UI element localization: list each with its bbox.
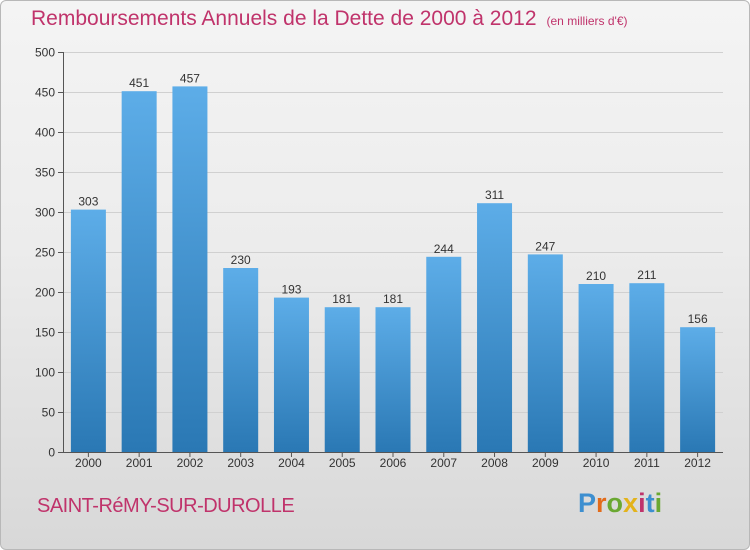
proxiti-logo[interactable]: Proxiti — [578, 488, 662, 519]
title-row: Remboursements Annuels de la Dette de 20… — [31, 7, 628, 31]
data-label: 181 — [332, 292, 352, 306]
data-label: 210 — [586, 269, 606, 283]
data-label: 230 — [231, 253, 251, 267]
data-label: 451 — [129, 76, 149, 90]
bars — [70, 86, 716, 453]
bar-2006[interactable] — [375, 307, 411, 452]
x-tick-label: 2012 — [684, 456, 711, 470]
data-label: 211 — [637, 268, 656, 282]
chart-title: Remboursements Annuels de la Dette de 20… — [31, 7, 537, 30]
bar-2001[interactable] — [121, 91, 157, 452]
y-tick-label: 500 — [35, 46, 55, 60]
x-tick-label: 2010 — [583, 456, 610, 470]
bar-2012[interactable] — [680, 327, 716, 452]
y-tick-label: 200 — [35, 286, 55, 300]
y-tick-label: 50 — [42, 406, 56, 420]
x-tick-label: 2008 — [481, 456, 508, 470]
y-tick-label: 250 — [35, 246, 55, 260]
logo-letter: o — [606, 488, 624, 518]
bar-2011[interactable] — [629, 283, 665, 452]
logo-letter: P — [578, 488, 597, 518]
axes: 0 50 100 150 200 250 300 350 400 450 500 2000 2001 20… — [35, 46, 723, 470]
x-tick-label: 2003 — [227, 456, 254, 470]
x-tick-label: 2002 — [177, 456, 204, 470]
bar-2005[interactable] — [324, 307, 360, 452]
data-label: 181 — [383, 292, 403, 306]
x-tick-label: 2000 — [75, 456, 102, 470]
x-tick-label: 2001 — [126, 456, 153, 470]
bar-2000[interactable] — [70, 209, 106, 452]
data-label: 244 — [434, 242, 454, 256]
x-tick-label: 2009 — [532, 456, 559, 470]
bar-2007[interactable] — [426, 256, 462, 452]
bar-2010[interactable] — [578, 284, 614, 452]
city-name: SAINT-RéMY-SUR-DUROLLE — [37, 495, 295, 517]
chart-subtitle: (en milliers d'€) — [546, 14, 628, 28]
logo-letter: i — [638, 488, 646, 518]
y-tick-label: 100 — [35, 366, 55, 380]
data-label: 156 — [688, 312, 708, 326]
logo-letter: r — [596, 488, 607, 518]
logo-letter: t — [645, 488, 655, 518]
data-label: 311 — [485, 188, 504, 202]
bar-2009[interactable] — [527, 254, 563, 452]
y-tick-label: 300 — [35, 206, 55, 220]
bar-2002[interactable] — [172, 86, 208, 453]
y-tick-label: 400 — [35, 126, 55, 140]
y-tick-label: 150 — [35, 326, 55, 340]
logo-letter: i — [654, 488, 663, 518]
data-label: 247 — [535, 239, 555, 253]
logo-letter: x — [623, 488, 639, 518]
bar-2008[interactable] — [477, 203, 513, 452]
bar-2004[interactable] — [273, 297, 309, 452]
y-tick-label: 0 — [48, 446, 55, 460]
y-tick-label: 350 — [35, 166, 55, 180]
data-label: 193 — [281, 283, 301, 297]
x-tick-label: 2005 — [329, 456, 356, 470]
x-tick-label: 2011 — [634, 456, 660, 470]
bar-2003[interactable] — [223, 268, 259, 452]
data-labels: 303 451 457 230 193 181 181 244 311 247 210 211 156 — [78, 71, 708, 326]
x-tick-label: 2004 — [278, 456, 305, 470]
data-label: 303 — [78, 195, 98, 209]
y-tick-label: 450 — [35, 86, 55, 100]
x-tick-label: 2007 — [430, 456, 457, 470]
data-label: 457 — [180, 71, 200, 85]
x-tick-label: 2006 — [380, 456, 407, 470]
